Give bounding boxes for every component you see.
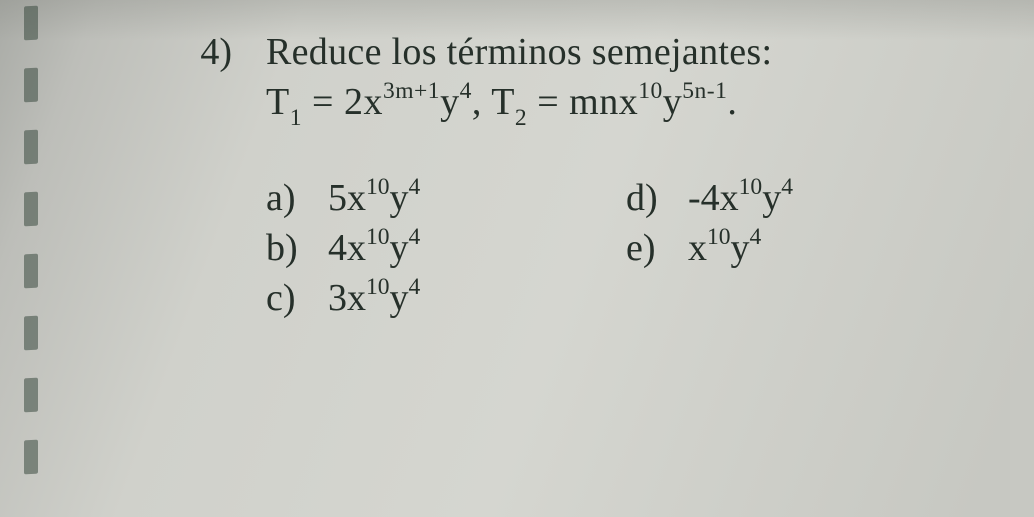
question-number: 4) [180, 30, 232, 74]
option: a) 5x10y4 [266, 176, 626, 220]
binding-marks [24, 0, 44, 517]
binding-tick [24, 316, 38, 351]
t1-yexp: 4 [460, 78, 472, 104]
binding-tick [24, 68, 38, 103]
option-expression: x10y4 [688, 226, 761, 270]
terms-end: . [727, 81, 737, 123]
option-expression: -4x10y4 [688, 176, 793, 220]
binding-tick [24, 192, 38, 227]
t2-label: T [491, 81, 515, 123]
t2-sub: 2 [515, 105, 527, 131]
t1-label: T [266, 81, 290, 123]
options-grid: a) 5x10y4 d) -4x10y4 b) 4x10y4 e) x10y4 c) 3x10y4 [266, 176, 1000, 320]
t2-yexp: 5n-1 [682, 78, 727, 104]
option: d) -4x10y4 [626, 176, 986, 220]
option: b) 4x10y4 [266, 226, 626, 270]
option: c) 3x10y4 [266, 276, 626, 320]
binding-tick [24, 130, 38, 165]
option-expression: 3x10y4 [328, 276, 420, 320]
binding-tick [24, 254, 38, 289]
t1-sub: 1 [290, 105, 302, 131]
sep: , [472, 81, 491, 123]
option-expression: 5x10y4 [328, 176, 420, 220]
option: e) x10y4 [626, 226, 986, 270]
option-label: b) [266, 226, 310, 270]
eq1: = [302, 81, 344, 123]
t2-xexp: 10 [638, 78, 663, 104]
option-expression: 4x10y4 [328, 226, 420, 270]
option-label: e) [626, 226, 670, 270]
binding-tick [24, 378, 38, 413]
t2-y: y [663, 81, 683, 123]
question-block: 4) Reduce los términos semejantes: T1 = … [180, 30, 1000, 320]
binding-tick [24, 6, 38, 41]
page-surface: 4) Reduce los términos semejantes: T1 = … [0, 0, 1034, 517]
option [626, 276, 986, 320]
option-label: c) [266, 276, 310, 320]
option-label: d) [626, 176, 670, 220]
prompt-text: Reduce los términos semejantes: [266, 30, 772, 74]
t1-coef: 2x [344, 81, 383, 123]
terms-line: T1 = 2x3m+1y4, T2 = mnx10y5n-1. [266, 80, 1000, 130]
binding-tick [24, 440, 38, 475]
option-label: a) [266, 176, 310, 220]
prompt-row: 4) Reduce los términos semejantes: [180, 30, 1000, 74]
t1-xexp: 3m+1 [383, 78, 440, 104]
eq2: = [527, 81, 569, 123]
t2-coef: mnx [569, 81, 638, 123]
t1-y: y [440, 81, 460, 123]
